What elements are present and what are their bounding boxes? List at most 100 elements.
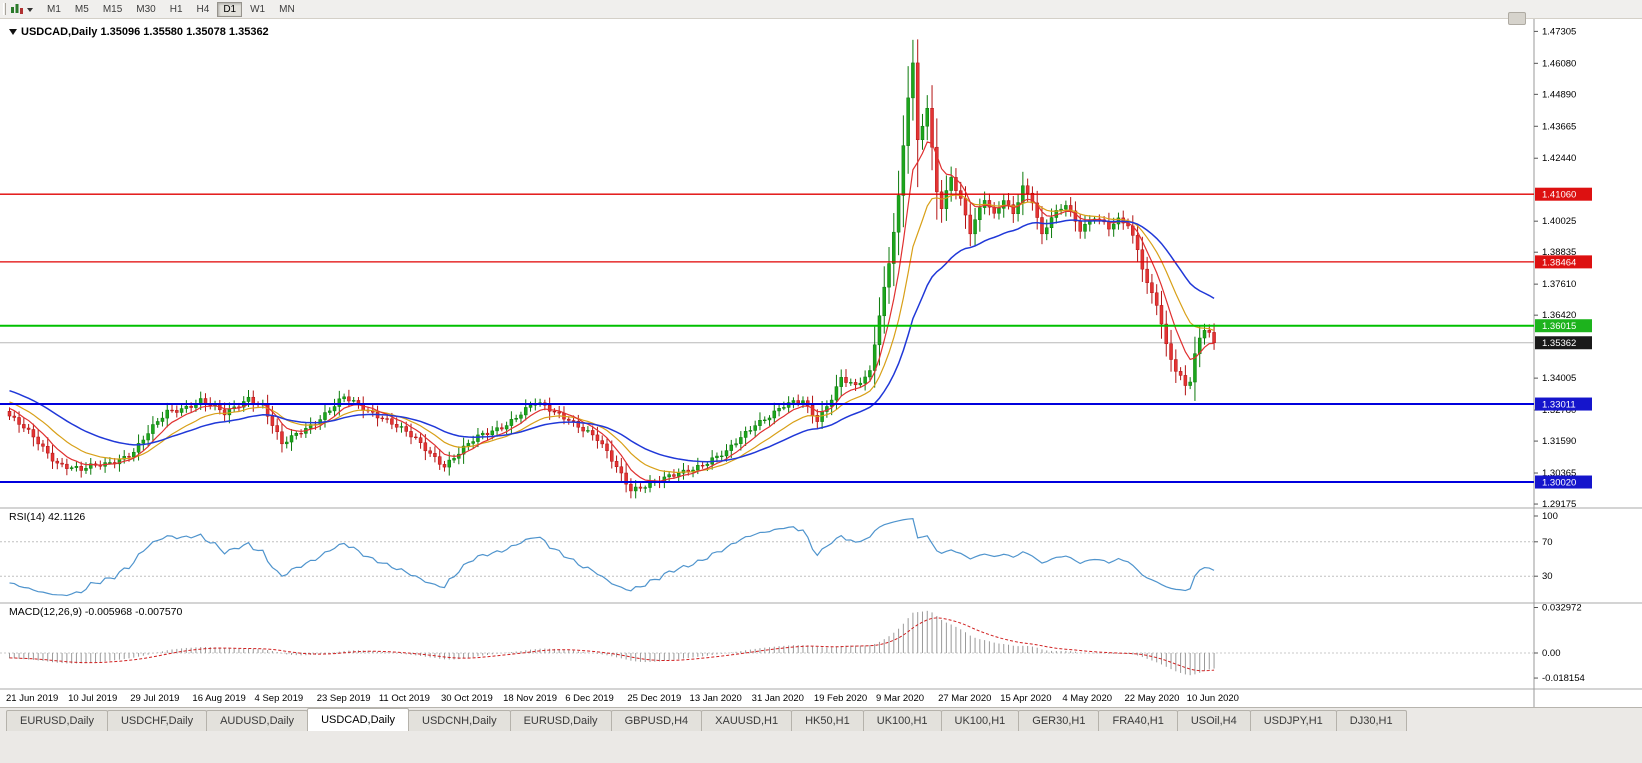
price-badge-1.41060: 1.41060	[1535, 187, 1592, 201]
svg-text:10 Jun 2020: 10 Jun 2020	[1187, 693, 1239, 704]
svg-text:1.35362: 1.35362	[1542, 338, 1576, 349]
rsi-pane	[0, 541, 1534, 577]
ma-medium-line	[9, 194, 1215, 473]
svg-text:27 Mar 2020: 27 Mar 2020	[938, 693, 991, 704]
svg-text:15 Apr 2020: 15 Apr 2020	[1000, 693, 1051, 704]
svg-text:23 Sep 2019: 23 Sep 2019	[317, 693, 371, 704]
svg-text:1.47305: 1.47305	[1542, 26, 1576, 37]
svg-text:4 Sep 2019: 4 Sep 2019	[255, 693, 304, 704]
svg-text:1.38464: 1.38464	[1542, 257, 1576, 268]
toolbar-grip[interactable]	[3, 3, 6, 15]
svg-text:11 Oct 2019: 11 Oct 2019	[379, 693, 430, 704]
svg-text:1.44890: 1.44890	[1542, 89, 1576, 100]
svg-text:1.38835: 1.38835	[1542, 247, 1576, 258]
rsi-line	[9, 518, 1215, 597]
svg-text:1.42440: 1.42440	[1542, 153, 1576, 164]
svg-text:18 Nov 2019: 18 Nov 2019	[503, 693, 557, 704]
macd-histogram	[9, 610, 1215, 676]
chart-tab-FRA40-H1[interactable]: FRA40,H1	[1098, 710, 1178, 731]
chart-tab-DJ30-H1[interactable]: DJ30,H1	[1335, 710, 1407, 731]
chart-tab-USOil-H4[interactable]: USOil,H4	[1176, 710, 1251, 731]
svg-text:1.36420: 1.36420	[1542, 310, 1576, 321]
chart-tab-GBPUSD-H4[interactable]: GBPUSD,H4	[610, 710, 703, 731]
svg-text:1.30365: 1.30365	[1542, 468, 1576, 479]
ma-slow-line	[9, 219, 1215, 463]
price-badge-1.30020: 1.30020	[1535, 475, 1592, 489]
svg-text:70: 70	[1542, 537, 1553, 548]
svg-text:9 Mar 2020: 9 Mar 2020	[876, 693, 924, 704]
chart-tab-AUDUSD-Daily[interactable]: AUDUSD,Daily	[206, 710, 309, 731]
svg-text:1.29175: 1.29175	[1542, 499, 1576, 510]
svg-text:21 Jun 2019: 21 Jun 2019	[6, 693, 58, 704]
rsi-label: RSI(14) 42.1126	[9, 511, 86, 523]
svg-text:1.33011: 1.33011	[1542, 400, 1576, 411]
dropdown-caret-icon[interactable]	[27, 8, 33, 12]
timeframe-toolbar: M1 M5 M15 M30 H1 H4 D1 W1 MN	[0, 0, 1642, 19]
scrollbar-thumb[interactable]	[1508, 12, 1526, 25]
svg-text:10 Jul 2019: 10 Jul 2019	[68, 693, 117, 704]
chart-tab-USDCNH-Daily[interactable]: USDCNH,Daily	[408, 710, 511, 731]
svg-text:1.46080: 1.46080	[1542, 58, 1576, 69]
svg-text:1.37610: 1.37610	[1542, 279, 1576, 290]
chart-frame	[0, 19, 1642, 707]
chart-window: 1.47305 1.46080 1.44890 1.43665 1.42440 1.400…	[0, 19, 1642, 707]
macd-label: MACD(12,26,9) -0.005968 -0.007570	[9, 606, 183, 618]
svg-text:29 Jul 2019: 29 Jul 2019	[130, 693, 179, 704]
timeframe-button-D1[interactable]: D1	[217, 1, 243, 17]
chart-type-icon[interactable]	[10, 3, 24, 16]
chart-tabs: EURUSD,Daily USDCHF,Daily AUDUSD,Daily USDC…	[0, 707, 1642, 731]
svg-text:100: 100	[1542, 511, 1558, 522]
chart-tab-USDJPY-H1[interactable]: USDJPY,H1	[1249, 710, 1337, 731]
macd-signal-line	[9, 617, 1215, 672]
svg-text:30 Oct 2019: 30 Oct 2019	[441, 693, 493, 704]
timeframe-button-W1[interactable]: W1	[250, 3, 266, 15]
svg-text:1.36015: 1.36015	[1542, 321, 1576, 332]
svg-text:1.31590: 1.31590	[1542, 436, 1576, 447]
svg-text:1.40025: 1.40025	[1542, 216, 1576, 227]
svg-text:16 Aug 2019: 16 Aug 2019	[192, 693, 245, 704]
chart-tab-XAUUSD-H1[interactable]: XAUUSD,H1	[701, 710, 793, 731]
chart-title-text: USDCAD,Daily 1.35096 1.35580 1.35078 1.3…	[21, 26, 269, 38]
time-axis: 21 Jun 2019 10 Jul 2019 29 Jul 2019 16 Aug …	[6, 693, 1239, 704]
svg-text:22 May 2020: 22 May 2020	[1125, 693, 1180, 704]
svg-text:31 Jan 2020: 31 Jan 2020	[752, 693, 804, 704]
timeframe-button-M30[interactable]: M30	[136, 3, 156, 15]
svg-text:25 Dec 2019: 25 Dec 2019	[627, 693, 681, 704]
chart-tab-USDCAD-Daily[interactable]: USDCAD,Daily	[307, 708, 410, 731]
svg-text:-0.018154: -0.018154	[1542, 673, 1585, 684]
svg-text:13 Jan 2020: 13 Jan 2020	[690, 693, 742, 704]
timeframe-button-M15[interactable]: M15	[102, 3, 123, 15]
rsi-axis: 100 70 30	[1534, 511, 1558, 582]
svg-text:1.41060: 1.41060	[1542, 190, 1576, 201]
chart-tab-HK50-H1[interactable]: HK50,H1	[791, 710, 864, 731]
svg-text:1.30020: 1.30020	[1542, 478, 1576, 489]
svg-text:4 May 2020: 4 May 2020	[1062, 693, 1112, 704]
price-badge-1.36015: 1.36015	[1535, 319, 1592, 333]
ohlc-marker-icon	[9, 29, 17, 35]
svg-text:1.43665: 1.43665	[1542, 121, 1576, 132]
timeframe-button-M5[interactable]: M5	[74, 3, 89, 15]
chart-tab-EURUSD-Daily[interactable]: EURUSD,Daily	[509, 710, 612, 731]
svg-text:0.032972: 0.032972	[1542, 602, 1582, 613]
chart-tab-UK100-H1[interactable]: UK100,H1	[862, 710, 942, 731]
ma-fast-line	[9, 141, 1215, 482]
svg-text:1.34005: 1.34005	[1542, 373, 1576, 384]
status-bar	[0, 731, 1642, 763]
svg-text:1.32780: 1.32780	[1542, 405, 1576, 416]
timeframe-button-M1[interactable]: M1	[47, 3, 61, 15]
chart-tab-UK100-H1[interactable]: UK100,H1	[940, 710, 1020, 731]
chart-title: USDCAD,Daily 1.35096 1.35580 1.35078 1.3…	[9, 26, 269, 38]
price-badge-1.33011: 1.33011	[1535, 397, 1592, 411]
macd-axis: 0.032972 0.00 -0.018154	[1534, 602, 1585, 684]
chart-tab-GER30-H1[interactable]: GER30,H1	[1018, 710, 1100, 731]
price-chart[interactable]: 1.47305 1.46080 1.44890 1.43665 1.42440 1.400…	[0, 19, 1642, 707]
timeframe-button-H4[interactable]: H4	[196, 3, 210, 15]
timeframe-button-H1[interactable]: H1	[169, 3, 183, 15]
chart-tab-EURUSD-Daily[interactable]: EURUSD,Daily	[6, 710, 108, 731]
timeframe-button-MN[interactable]: MN	[279, 3, 295, 15]
svg-text:0.00: 0.00	[1542, 648, 1561, 659]
timeframe-buttons: M1 M5 M15 M30 H1 H4 D1 W1 MN	[41, 1, 303, 17]
price-badge-1.35362: 1.35362	[1535, 336, 1592, 350]
chart-tab-USDCHF-Daily[interactable]: USDCHF,Daily	[106, 710, 208, 731]
svg-text:19 Feb 2020: 19 Feb 2020	[814, 693, 867, 704]
